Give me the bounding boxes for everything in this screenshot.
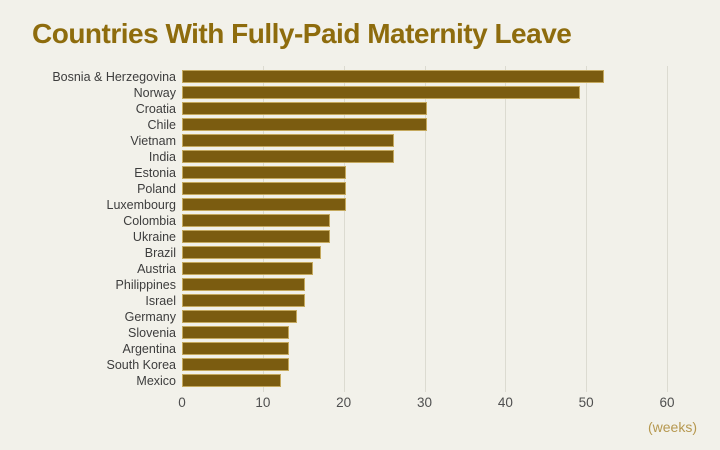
gridline <box>586 66 588 392</box>
bar-row: Austria <box>0 261 720 277</box>
country-label: Estonia <box>134 166 176 180</box>
bar-track <box>182 85 667 101</box>
bar-track <box>182 133 667 149</box>
x-tick-label: 60 <box>659 395 675 410</box>
x-tick-label: 30 <box>416 395 433 410</box>
country-label: Norway <box>133 86 176 100</box>
bar <box>182 166 346 179</box>
bar-track <box>182 373 667 389</box>
bar-row: Germany <box>0 309 720 325</box>
bar <box>182 262 314 275</box>
bar-row: Croatia <box>0 101 720 117</box>
bar <box>182 134 395 147</box>
gridline <box>343 66 345 392</box>
bar-rows: Bosnia & Herzegovina Norway Croatia Chile Vi… <box>0 69 720 389</box>
bar <box>182 294 306 307</box>
bar-row: Estonia <box>0 165 720 181</box>
bar <box>182 102 427 115</box>
bar-track <box>182 357 667 373</box>
bar-row: South Korea <box>0 357 720 373</box>
country-label: Philippines <box>115 278 176 292</box>
country-label: Mexico <box>136 374 176 388</box>
axis-unit-label: (weeks) <box>647 419 697 435</box>
bar-track <box>182 181 667 197</box>
bar <box>182 278 306 291</box>
country-label: Slovenia <box>128 326 176 340</box>
bar <box>182 342 290 355</box>
gridline <box>505 66 507 392</box>
bar-row: Colombia <box>0 213 720 229</box>
bar-row: Israel <box>0 293 720 309</box>
bar <box>182 374 281 387</box>
x-tick-label: 20 <box>336 395 352 410</box>
bar-row: Philippines <box>0 277 720 293</box>
x-tick-label: 0 <box>178 395 186 410</box>
bar <box>182 198 346 211</box>
bar <box>182 150 395 163</box>
country-label: India <box>148 150 176 164</box>
bar <box>182 214 330 227</box>
bar-row: Brazil <box>0 245 720 261</box>
country-label: Luxembourg <box>106 198 177 212</box>
bar <box>182 70 605 83</box>
country-label: Poland <box>137 182 176 196</box>
chart-title: Countries With Fully-Paid Maternity Leav… <box>32 18 572 49</box>
gridline <box>667 66 668 392</box>
bar-track <box>182 101 667 117</box>
country-label: Brazil <box>144 246 176 260</box>
bar-row: Norway <box>0 85 720 101</box>
country-label: Argentina <box>122 342 176 356</box>
country-label: Ukraine <box>132 230 176 244</box>
bar-track <box>182 277 667 293</box>
country-label: Germany <box>124 310 176 324</box>
bar-row: Poland <box>0 181 720 197</box>
bar-row: Argentina <box>0 341 720 357</box>
x-axis: 0 10 20 30 40 50 60 <box>178 395 674 413</box>
bar-row: Mexico <box>0 373 720 389</box>
gridlines <box>182 66 668 392</box>
bar <box>182 182 346 195</box>
bar-track <box>182 229 667 245</box>
bar <box>182 230 330 243</box>
bar <box>182 118 427 131</box>
bar-row: Vietnam <box>0 133 720 149</box>
bar-row: Chile <box>0 117 720 133</box>
bar-track <box>182 245 667 261</box>
country-label: Chile <box>147 118 177 132</box>
bar-row: Ukraine <box>0 229 720 245</box>
bar-track <box>182 197 667 213</box>
bar-row: Bosnia & Herzegovina <box>0 69 720 85</box>
bar-track <box>182 309 667 325</box>
x-tick-label: 50 <box>578 395 594 410</box>
bar-track <box>182 69 667 85</box>
gridline <box>424 66 426 392</box>
bar-track <box>182 325 667 341</box>
country-label: Croatia <box>135 102 176 116</box>
x-tick-label: 10 <box>255 395 271 410</box>
bar-track <box>182 149 667 165</box>
country-label: Vietnam <box>130 134 176 148</box>
bar <box>182 358 290 371</box>
country-label: South Korea <box>106 358 177 372</box>
country-label: Austria <box>137 262 176 276</box>
bar-row: Slovenia <box>0 325 720 341</box>
country-label: Colombia <box>123 214 176 228</box>
country-label: Bosnia & Herzegovina <box>52 70 176 84</box>
bar-track <box>182 165 667 181</box>
bar-row: India <box>0 149 720 165</box>
bar <box>182 246 322 259</box>
bar <box>182 326 290 339</box>
x-tick-label: 40 <box>497 395 513 410</box>
bar-track <box>182 261 667 277</box>
bar-track <box>182 293 667 309</box>
bar-track <box>182 213 667 229</box>
bar-track <box>182 117 667 133</box>
country-label: Israel <box>145 294 176 308</box>
bar <box>182 86 581 99</box>
bar <box>182 310 298 323</box>
gridline <box>262 66 264 392</box>
bar-track <box>182 341 667 357</box>
bar-row: Luxembourg <box>0 197 720 213</box>
